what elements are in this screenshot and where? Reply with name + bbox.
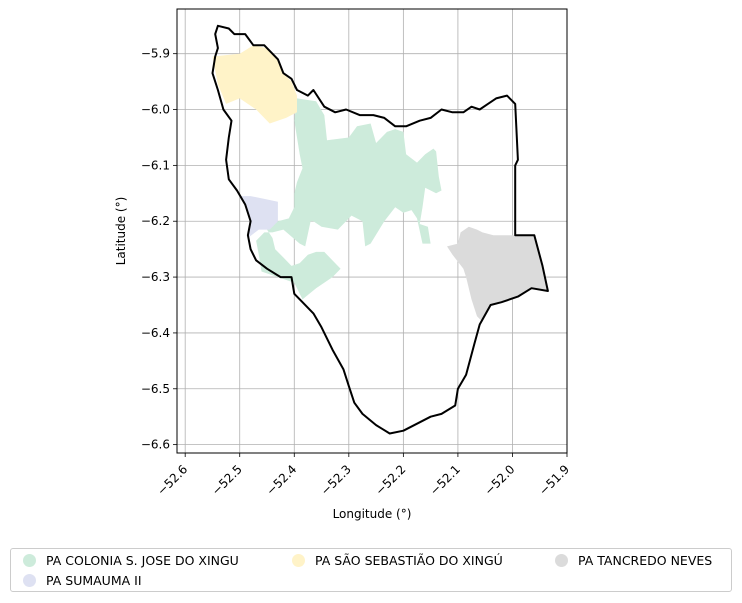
legend-item-colonia: PA COLONIA S. JOSE DO XINGU <box>23 553 239 568</box>
legend-item-sumauma: PA SUMAUMA II <box>23 573 142 588</box>
y-tick-label: −6.5 <box>141 382 170 396</box>
legend-marker-icon <box>23 574 36 587</box>
legend-marker-icon <box>555 554 568 567</box>
municipality-boundary <box>211 24 549 435</box>
legend-marker-icon <box>23 554 36 567</box>
x-tick-label: −52.0 <box>482 462 518 498</box>
y-tick-label: −6.6 <box>141 438 170 452</box>
legend-label: PA SUMAUMA II <box>46 573 142 588</box>
x-tick-label: −52.1 <box>427 462 463 498</box>
region-pa-s-o-sebasti-o-do-xing- <box>212 45 297 124</box>
x-tick-label: −52.5 <box>209 462 245 498</box>
region-pa-sumauma-ii <box>239 196 278 238</box>
legend-label: PA SÃO SEBASTIÃO DO XINGÚ <box>315 553 503 568</box>
y-tick-label: −5.9 <box>141 47 170 61</box>
legend-label: PA COLONIA S. JOSE DO XINGU <box>46 553 239 568</box>
y-tick-label: −6.0 <box>141 103 170 117</box>
legend-item-tancredo: PA TANCREDO NEVES <box>555 553 712 568</box>
region-pa-colonia-s-jose-do-xingu <box>256 98 442 300</box>
region-pa-tancredo-neves <box>447 226 548 322</box>
legend-item-sao-sebastiao: PA SÃO SEBASTIÃO DO XINGÚ <box>292 553 503 568</box>
x-tick-label: −51.9 <box>536 462 572 498</box>
x-tick-label: −52.6 <box>154 462 190 498</box>
y-tick-label: −6.3 <box>141 270 170 284</box>
legend: PA COLONIA S. JOSE DO XINGU PA SÃO SEBAS… <box>10 548 732 592</box>
x-tick-label: −52.4 <box>263 462 299 498</box>
boundary-outline <box>211 24 549 435</box>
plot-frame <box>176 8 568 454</box>
y-tick-label: −6.1 <box>141 158 170 172</box>
legend-marker-icon <box>292 554 305 567</box>
x-tick-label: −52.2 <box>373 462 409 498</box>
x-axis-label: Longitude (°) <box>333 507 412 521</box>
y-axis-label: Latitude (°) <box>114 197 128 266</box>
y-tick-label: −6.4 <box>141 326 170 340</box>
y-tick-label: −6.2 <box>141 214 170 228</box>
x-tick-label: −52.3 <box>318 462 354 498</box>
legend-label: PA TANCREDO NEVES <box>578 553 713 568</box>
settlement-regions <box>212 45 548 322</box>
